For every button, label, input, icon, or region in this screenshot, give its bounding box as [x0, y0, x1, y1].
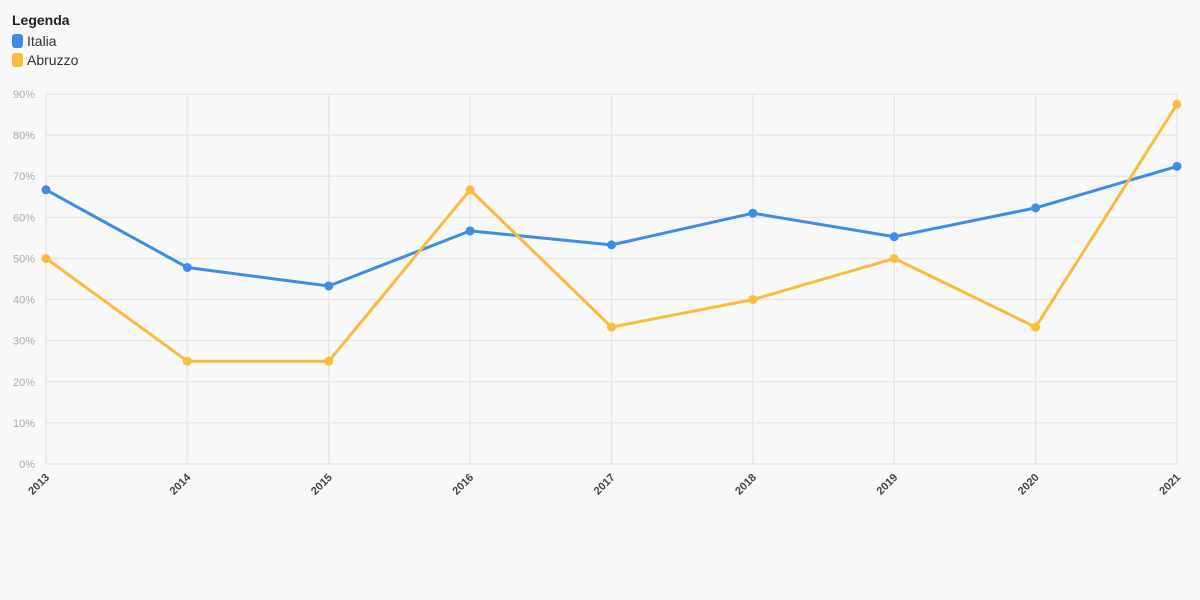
x-tick-label: 2014 [168, 471, 194, 497]
data-point-abruzzo [607, 322, 616, 332]
legend-swatch-abruzzo [12, 52, 23, 67]
data-point-italia [748, 208, 758, 218]
y-tick-label: 40% [13, 295, 35, 307]
data-point-italia [1031, 203, 1041, 213]
data-point-italia [1172, 161, 1182, 171]
data-point-italia [465, 226, 475, 236]
data-point-abruzzo [889, 253, 899, 263]
x-tick-label: 2018 [733, 472, 759, 498]
data-point-abruzzo [1031, 322, 1041, 332]
data-point-italia [607, 240, 616, 250]
x-tick-label: 2015 [309, 472, 335, 498]
legend: Legenda Italia Abruzzo [12, 12, 78, 69]
y-tick-label: 50% [13, 253, 35, 265]
y-tick-label: 70% [13, 171, 35, 183]
y-tick-label: 30% [13, 336, 35, 348]
y-tick-label: 80% [13, 130, 35, 142]
x-tick-label: 2020 [1016, 472, 1042, 498]
legend-label-abruzzo: Abruzzo [27, 51, 79, 68]
y-tick-label: 10% [13, 418, 35, 430]
data-point-abruzzo [465, 185, 475, 195]
y-tick-label: 90% [13, 89, 35, 101]
legend-item-italia[interactable]: Italia [12, 31, 78, 50]
y-tick-label: 0% [19, 459, 35, 471]
legend-item-abruzzo[interactable]: Abruzzo [12, 50, 78, 69]
x-tick-label: 2017 [592, 472, 618, 498]
data-point-italia [182, 262, 192, 272]
legend-title: Legenda [12, 12, 70, 28]
data-point-abruzzo [1172, 99, 1182, 109]
data-point-abruzzo [324, 356, 334, 366]
x-tick-label: 2013 [26, 472, 52, 498]
x-tick-label: 2019 [875, 472, 901, 498]
data-point-italia [324, 281, 334, 291]
y-tick-label: 60% [13, 212, 35, 224]
data-point-italia [41, 185, 51, 195]
data-point-abruzzo [748, 295, 758, 305]
data-point-italia [889, 232, 899, 242]
data-point-abruzzo [41, 253, 51, 263]
legend-swatch-italia [12, 33, 23, 48]
data-point-abruzzo [182, 356, 192, 366]
x-tick-label: 2021 [1157, 472, 1183, 498]
legend-label-italia: Italia [27, 32, 57, 49]
y-tick-label: 20% [13, 377, 35, 389]
x-tick-label: 2016 [450, 472, 476, 498]
